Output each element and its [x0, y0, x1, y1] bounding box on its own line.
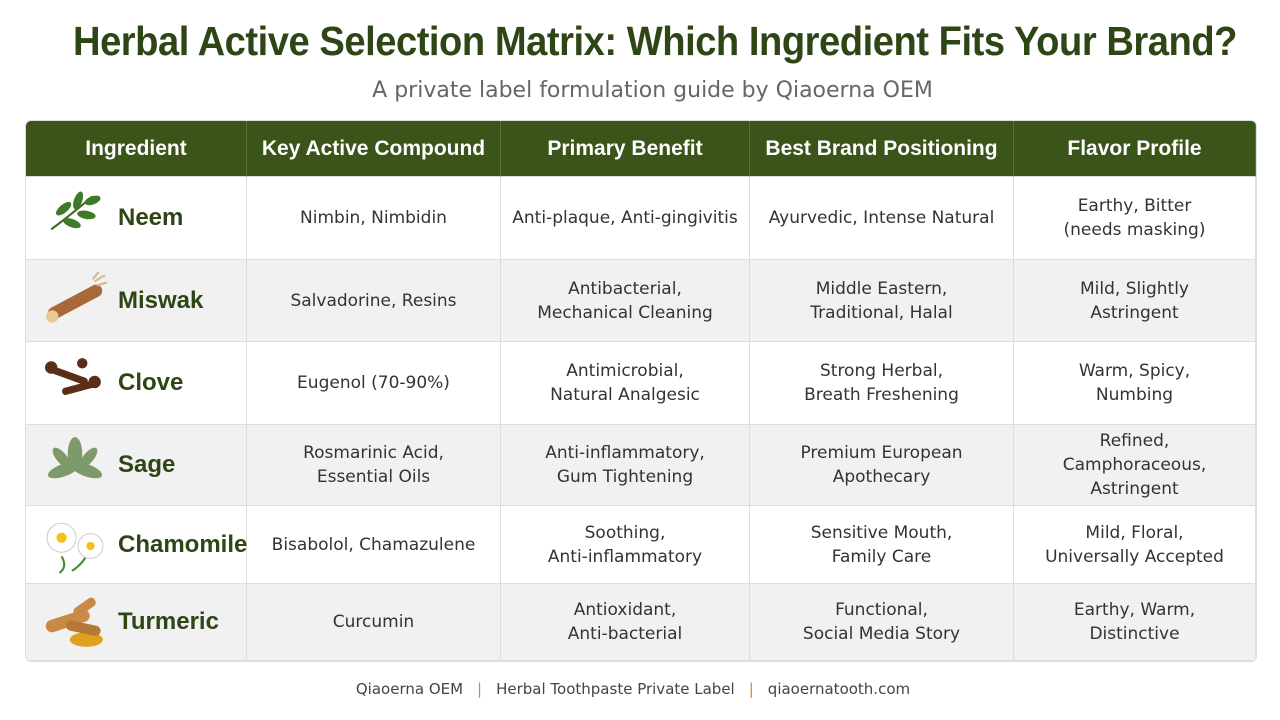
table-cell: Bisabolol, Chamazulene: [247, 506, 501, 584]
cell-line: Anti-inflammatory,: [545, 443, 705, 463]
cell-line: Mechanical Cleaning: [537, 302, 713, 323]
cell-line: (needs masking): [1063, 220, 1206, 240]
cell-line: Rosmarinic Acid,: [303, 443, 444, 463]
cell-line: Refined,: [1099, 431, 1170, 451]
cell-line: Distinctive: [1089, 624, 1180, 644]
cell-line: Anti-plaque, Anti-gingivitis: [512, 208, 738, 228]
cell-line: Universally Accepted: [1045, 546, 1224, 567]
table-cell: Sensitive Mouth, Family Care: [750, 506, 1014, 584]
table-cell: Nimbin, Nimbidin: [247, 177, 501, 260]
cell-line: Ayurvedic, Intense Natural: [768, 208, 995, 228]
table-cell: Antibacterial, Mechanical Cleaning: [501, 260, 750, 342]
table-cell: Functional, Social Media Story: [750, 584, 1014, 661]
ingredient-icon: [45, 358, 101, 395]
ingredient-cell: Sage: [26, 425, 247, 506]
ingredient-name: Sage: [118, 451, 176, 478]
cell-line: Antioxidant,: [573, 600, 677, 620]
ingredient-cell: Turmeric: [26, 584, 247, 661]
cell-line: Sensitive Mouth,: [810, 522, 953, 543]
ingredient-cell: Chamomile: [26, 506, 247, 584]
cell-line: Social Media Story: [802, 624, 961, 644]
cell-line: Essential Oils: [316, 467, 431, 487]
cell-line: Antimicrobial,: [566, 361, 684, 381]
cell-line: Astringent: [1090, 302, 1179, 323]
footer-item: Herbal Toothpaste Private Label: [496, 680, 735, 698]
cell-line: Anti-inflammatory: [547, 546, 703, 567]
ingredient-cell: Clove: [26, 342, 247, 425]
table-cell: Anti-inflammatory, Gum Tightening: [501, 425, 750, 506]
cell-line: Earthy, Warm,: [1073, 600, 1196, 620]
table-cell: Ayurvedic, Intense Natural: [750, 177, 1014, 260]
table-cell: Earthy, Warm, Distinctive: [1014, 584, 1256, 661]
table-cell: Anti-plaque, Anti-gingivitis: [501, 177, 750, 260]
table-cell: Eugenol (70-90%): [247, 342, 501, 425]
footer: Qiaoerna OEM | Herbal Toothpaste Private L…: [0, 680, 1266, 698]
table-cell: Soothing, Anti-inflammatory: [501, 506, 750, 584]
ingredient-name: Neem: [118, 204, 184, 231]
table-cell: Earthy, Bitter (needs masking): [1014, 177, 1256, 260]
ingredient-name: Chamomile: [118, 530, 248, 558]
column-header: Primary Benefit: [501, 121, 750, 177]
ingredient-cell: Neem: [26, 177, 247, 260]
table-cell: Warm, Spicy, Numbing: [1014, 342, 1256, 425]
table-cell: Rosmarinic Acid, Essential Oils: [247, 425, 501, 506]
cell-line: Family Care: [831, 546, 932, 567]
footer-item: qiaoernatooth.com: [767, 680, 911, 698]
cell-line: Bisabolol, Chamazulene: [271, 534, 476, 555]
table-cell: Premium European Apothecary: [750, 425, 1014, 506]
cell-line: Nimbin, Nimbidin: [300, 208, 447, 228]
cell-line: Earthy, Bitter: [1077, 196, 1192, 216]
table-cell: Salvadorine, Resins: [247, 260, 501, 342]
table-cell: Curcumin: [247, 584, 501, 661]
cell-line: Breath Freshening: [804, 385, 959, 405]
table: Ingredient Key Active Compound Primary Ben…: [25, 120, 1257, 662]
cell-line: Soothing,: [584, 522, 666, 543]
table-cell: Mild, Floral, Universally Accepted: [1014, 506, 1256, 584]
table-cell: Antioxidant, Anti-bacterial: [501, 584, 750, 661]
cell-line: Anti-bacterial: [567, 624, 683, 644]
cell-line: Traditional, Halal: [810, 302, 953, 323]
ingredient-cell: Miswak: [26, 260, 247, 342]
table-cell: Mild, Slightly Astringent: [1014, 260, 1256, 342]
cell-line: Mild, Slightly: [1080, 278, 1189, 299]
table-cell: Refined, Camphoraceous, Astringent: [1014, 425, 1256, 506]
table-cell: Strong Herbal, Breath Freshening: [750, 342, 1014, 425]
ingredient-icon: [50, 191, 101, 231]
cell-line: Salvadorine, Resins: [290, 290, 457, 311]
cell-line: Mild, Floral,: [1085, 522, 1184, 543]
column-header: Best Brand Positioning: [750, 121, 1014, 177]
cell-line: Premium European: [800, 443, 963, 463]
cell-line: Middle Eastern,: [815, 278, 948, 299]
cell-line: Eugenol (70-90%): [297, 373, 450, 393]
ingredient-icon: [45, 597, 103, 647]
ingredient-icon: [46, 522, 104, 574]
subtitle: A private label formulation guide by Qia…: [372, 78, 933, 103]
ingredient-name: Turmeric: [118, 608, 219, 635]
cell-line: Astringent: [1090, 479, 1179, 499]
cell-line: Strong Herbal,: [819, 361, 943, 381]
cell-line: Natural Analgesic: [550, 385, 700, 405]
cell-line: Camphoraceous,: [1062, 455, 1207, 475]
cell-line: Numbing: [1095, 385, 1174, 405]
table-cell: Middle Eastern, Traditional, Halal: [750, 260, 1014, 342]
column-header: Key Active Compound: [247, 121, 501, 177]
column-header: Ingredient: [26, 121, 247, 177]
cell-line: Curcumin: [332, 612, 415, 632]
cell-line: Functional,: [835, 600, 928, 620]
column-header: Flavor Profile: [1014, 121, 1256, 177]
table-cell: Antimicrobial, Natural Analgesic: [501, 342, 750, 425]
footer-item: Qiaoerna OEM: [355, 680, 464, 698]
cell-line: Gum Tightening: [556, 467, 694, 487]
cell-line: Apothecary: [832, 467, 931, 487]
cell-line: Warm, Spicy,: [1078, 361, 1191, 381]
cell-line: Antibacterial,: [568, 278, 682, 299]
title: Herbal Active Selection Matrix: Which In…: [72, 18, 1238, 64]
ingredient-icon: [47, 437, 103, 479]
ingredient-name: Miswak: [118, 286, 204, 314]
separator: |: [748, 680, 754, 698]
separator: |: [477, 680, 483, 698]
ingredient-name: Clove: [118, 369, 184, 396]
ingredient-icon: [46, 270, 108, 323]
